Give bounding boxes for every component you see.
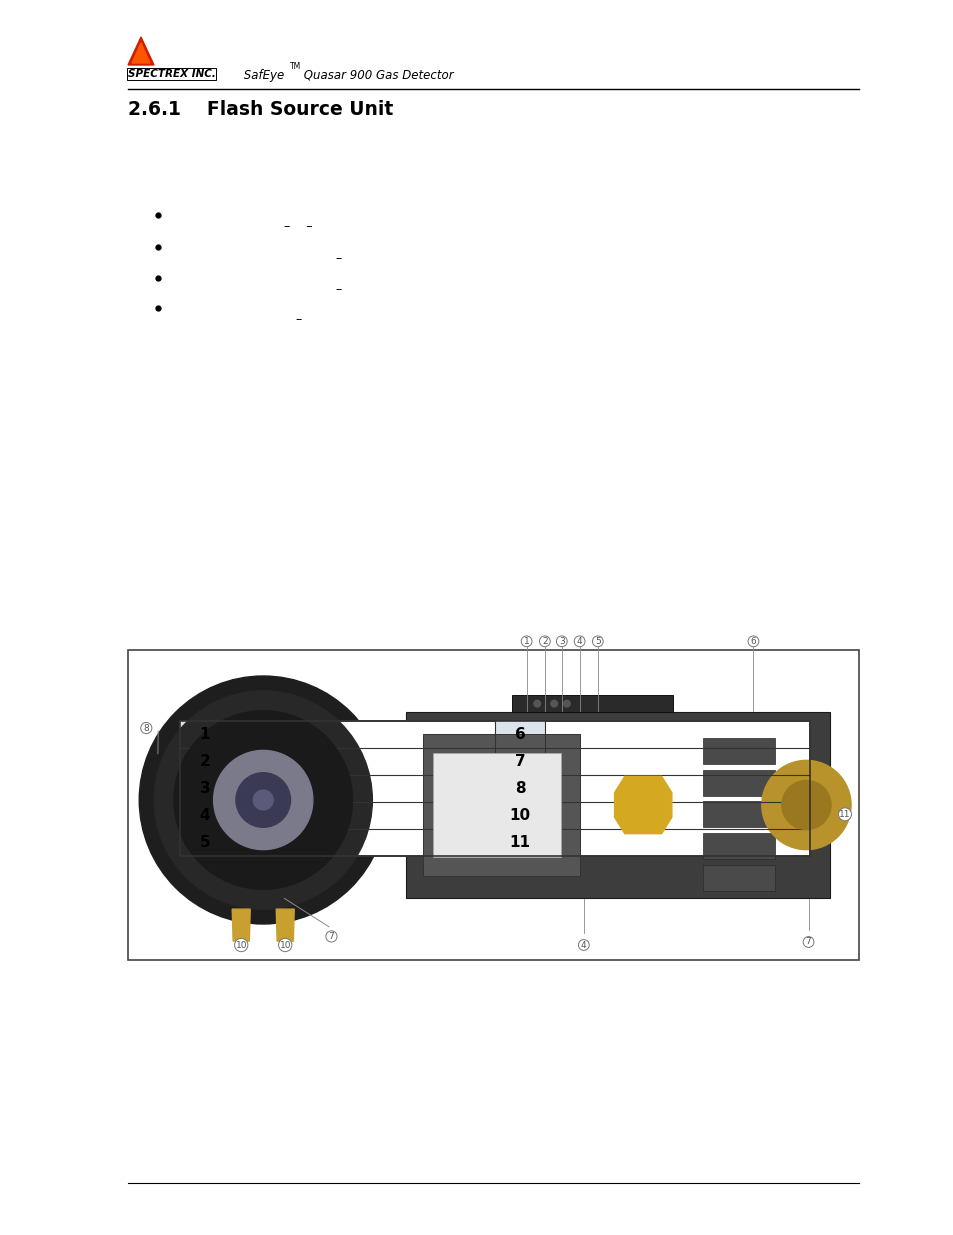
Bar [180,721,230,748]
Text: –: – [172,252,342,266]
Bar [180,721,809,856]
Text: 10: 10 [235,941,247,950]
Bar [180,721,809,856]
Circle shape [213,751,313,850]
Text: 7: 7 [515,755,525,769]
Text: 5: 5 [595,637,600,646]
Text: 6: 6 [514,727,525,742]
Text: 8: 8 [515,781,525,797]
Bar [128,650,858,960]
Circle shape [563,700,570,706]
Text: 3: 3 [558,637,564,646]
Text: 1: 1 [199,727,210,742]
Bar [422,735,579,876]
Circle shape [235,773,291,827]
Circle shape [154,690,372,909]
Bar [180,829,230,856]
Text: TM: TM [290,62,301,70]
Bar [180,802,230,829]
Text: 4: 4 [199,808,210,823]
Text: 2.6.1    Flash Source Unit: 2.6.1 Flash Source Unit [128,100,393,119]
Text: –: – [172,312,302,326]
Bar [511,695,672,713]
Bar [701,739,774,764]
Bar [495,829,544,856]
Text: Quasar 900 Gas Detector: Quasar 900 Gas Detector [299,69,453,82]
Polygon shape [614,777,671,834]
Bar [495,721,544,748]
Text: SafEye: SafEye [240,69,284,82]
Text: SPECTREX INC.: SPECTREX INC. [128,69,215,79]
Bar [495,802,544,829]
Text: Figure 2: Flash Source: Figure 2: Flash Source [180,764,348,778]
Text: 2: 2 [541,637,547,646]
Text: 11: 11 [839,810,850,819]
Bar [180,776,230,802]
Bar [701,864,774,890]
Text: 7: 7 [805,937,811,946]
Text: 6: 6 [750,637,756,646]
Circle shape [781,781,830,830]
Bar [701,769,774,795]
Bar [433,753,560,857]
Bar [495,776,544,802]
Bar [405,713,829,898]
Circle shape [761,761,850,850]
Text: 10: 10 [509,808,530,823]
Polygon shape [128,37,153,65]
Circle shape [139,676,387,924]
Text: 5: 5 [199,835,210,850]
Text: 2: 2 [199,755,211,769]
Polygon shape [276,909,294,941]
Text: 10: 10 [279,941,291,950]
Text: –: – [172,283,342,296]
Bar [495,748,544,776]
Circle shape [550,700,557,706]
Polygon shape [132,43,150,63]
Text: 4: 4 [577,637,582,646]
Text: 8: 8 [143,724,149,732]
Circle shape [253,790,273,810]
Bar [180,748,230,776]
Text: –    –: – – [172,220,313,233]
Text: 4: 4 [580,941,586,950]
Bar [701,802,774,827]
Polygon shape [232,909,250,941]
Bar [701,832,774,858]
Circle shape [173,710,353,889]
Text: 11: 11 [509,835,530,850]
Text: 7: 7 [328,932,334,941]
Text: 3: 3 [199,781,210,797]
Circle shape [534,700,540,706]
Text: 1: 1 [523,637,529,646]
